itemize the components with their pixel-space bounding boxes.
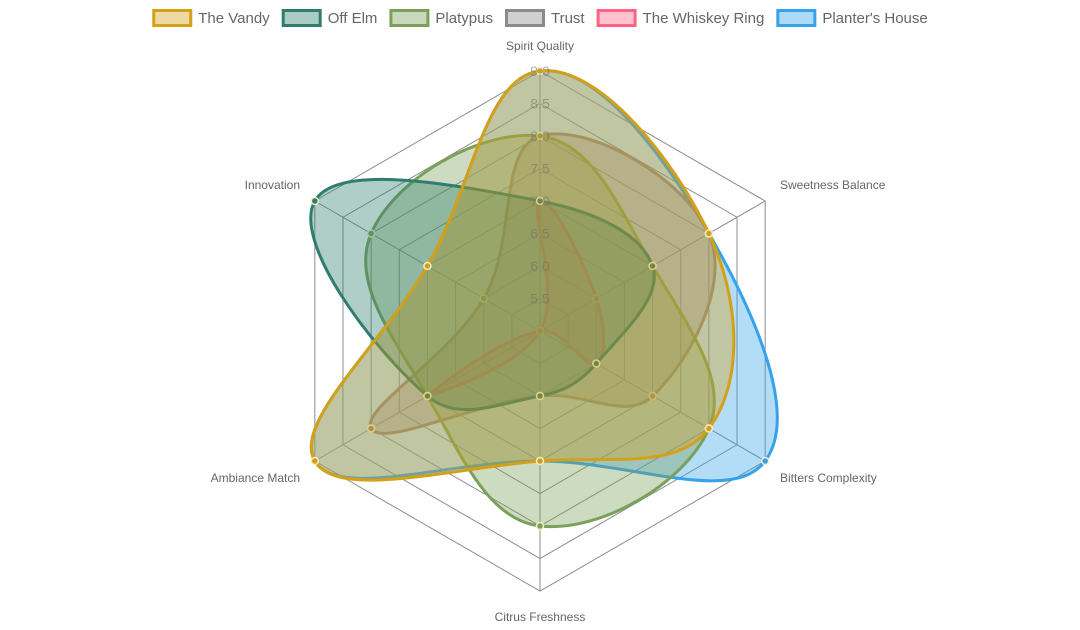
legend-item[interactable]: Planter's House [776, 9, 928, 27]
tick-label: 9.0 [530, 63, 550, 79]
data-point[interactable] [535, 326, 545, 336]
data-point[interactable] [366, 424, 376, 433]
data-point[interactable] [592, 359, 601, 368]
legend-swatch [504, 9, 545, 27]
legend-swatch [281, 9, 322, 27]
legend-swatch [389, 9, 430, 27]
axis-label: Bitters Complexity [780, 471, 877, 485]
tick-labels: 5.5 6.0 6.5 7.0 7.5 8.0 8.5 9.0 [530, 63, 550, 307]
tick-label: 8.0 [530, 128, 550, 144]
axis-label: Ambiance Match [211, 471, 300, 485]
data-point[interactable] [310, 196, 320, 206]
axis-label: Citrus Freshness [495, 610, 586, 624]
legend-item[interactable]: Trust [504, 9, 585, 27]
legend-swatch [152, 9, 193, 27]
axis-label: Sweetness Balance [780, 178, 886, 192]
data-point[interactable] [535, 456, 545, 466]
legend-label: Off Elm [328, 10, 378, 27]
data-point[interactable] [648, 261, 657, 271]
legend: The Vandy Off Elm Platypus Trust The Whiskey… [152, 9, 928, 27]
data-point[interactable] [535, 131, 545, 141]
data-point[interactable] [704, 424, 714, 433]
legend-swatch [776, 9, 817, 27]
axis-label: Spirit Quality [506, 39, 574, 53]
legend-item[interactable]: Off Elm [281, 9, 378, 27]
data-point[interactable] [535, 196, 545, 206]
legend-label: The Whiskey Ring [643, 10, 765, 27]
tick-label: 8.5 [530, 96, 550, 112]
data-point[interactable] [648, 391, 657, 401]
legend-item[interactable]: Platypus [389, 9, 493, 27]
data-point[interactable] [535, 521, 545, 531]
data-point[interactable] [535, 66, 545, 76]
tick-label: 7.5 [530, 161, 550, 177]
data-point[interactable] [479, 294, 488, 303]
tick-label: 6.0 [530, 258, 550, 274]
data-point[interactable] [760, 456, 770, 466]
data-point[interactable] [423, 391, 432, 401]
legend-swatch [596, 9, 637, 27]
tick-label: 5.5 [530, 291, 550, 307]
series-the-vandy [309, 66, 736, 482]
data-point[interactable] [704, 229, 714, 238]
axis-label: Innovation [245, 178, 300, 192]
legend-label: Planter's House [822, 10, 927, 27]
tick-label: 7.0 [530, 193, 550, 209]
data-point[interactable] [592, 294, 601, 303]
legend-label: Trust [551, 10, 585, 27]
data-point[interactable] [310, 456, 320, 466]
legend-label: The Vandy [198, 10, 270, 27]
data-point[interactable] [423, 261, 432, 271]
series-off-elm [309, 177, 657, 412]
data-point[interactable] [366, 229, 376, 238]
legend-label: Platypus [435, 10, 493, 27]
legend-item[interactable]: The Whiskey Ring [596, 9, 765, 27]
axis-labels: Spirit Quality Sweetness Balance Bitters C… [211, 39, 886, 624]
data-point[interactable] [535, 391, 545, 401]
tick-label: 6.5 [530, 226, 550, 242]
series-layer [309, 66, 779, 531]
legend-item[interactable]: The Vandy [152, 9, 270, 27]
